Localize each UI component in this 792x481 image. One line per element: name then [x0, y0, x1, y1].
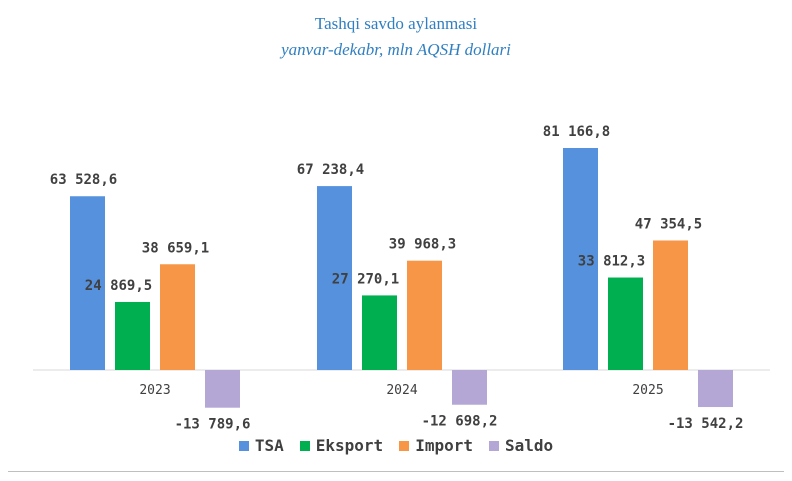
- legend-label-eksport: Eksport: [315, 436, 384, 455]
- legend-item-import: Import: [399, 436, 473, 455]
- bar-import-2024: [407, 260, 442, 370]
- bar-eksport-2024: [362, 295, 397, 370]
- legend-label-saldo: Saldo: [504, 436, 554, 455]
- bar-saldo-2024: [452, 370, 487, 405]
- data-label-import-2024: 39 968,3: [389, 237, 456, 253]
- data-label-saldo-2023: -13 789,6: [175, 417, 251, 433]
- legend-label-tsa: TSA: [254, 436, 284, 455]
- chart-legend: TSA Eksport Import Saldo: [0, 436, 792, 455]
- bar-tsa-2025: [563, 148, 598, 370]
- legend-swatch-tsa: [238, 440, 249, 451]
- data-label-saldo-2025: -13 542,2: [668, 416, 744, 432]
- bar-import-2025: [653, 240, 688, 370]
- data-label-eksport-2025: 33 812,3: [578, 254, 645, 270]
- data-label-tsa-2023: 63 528,6: [50, 172, 117, 188]
- bar-eksport-2025: [608, 277, 643, 370]
- data-label-import-2025: 47 354,5: [635, 216, 702, 232]
- legend-swatch-saldo: [488, 440, 499, 451]
- bar-eksport-2023: [115, 301, 150, 370]
- legend-swatch-import: [399, 440, 410, 451]
- legend-item-eksport: Eksport: [299, 436, 384, 455]
- bar-tsa-2023: [70, 196, 105, 370]
- data-label-eksport-2023: 24 869,5: [85, 278, 152, 294]
- chart-title: Tashqi savdo aylanmasi: [314, 14, 478, 33]
- legend-swatch-eksport: [299, 440, 310, 451]
- data-label-import-2023: 38 659,1: [142, 240, 209, 256]
- data-label-tsa-2025: 81 166,8: [543, 124, 610, 140]
- legend-label-import: Import: [415, 436, 473, 455]
- bar-saldo-2023: [205, 370, 240, 408]
- legend-item-tsa: TSA: [238, 436, 284, 455]
- data-label-eksport-2024: 27 270,1: [332, 271, 399, 287]
- category-label-2024: 2024: [386, 383, 417, 398]
- bar-import-2023: [160, 264, 195, 370]
- category-label-2023: 2023: [139, 383, 170, 398]
- data-label-tsa-2024: 67 238,4: [297, 162, 364, 178]
- chart-subtitle: yanvar-dekabr, mln AQSH dollari: [281, 40, 511, 59]
- bar-tsa-2024: [317, 186, 352, 370]
- category-label-2025: 2025: [632, 383, 663, 398]
- bottom-rule: [8, 471, 784, 472]
- legend-item-saldo: Saldo: [488, 436, 554, 455]
- bar-saldo-2025: [698, 370, 733, 408]
- data-label-saldo-2024: -12 698,2: [422, 414, 498, 430]
